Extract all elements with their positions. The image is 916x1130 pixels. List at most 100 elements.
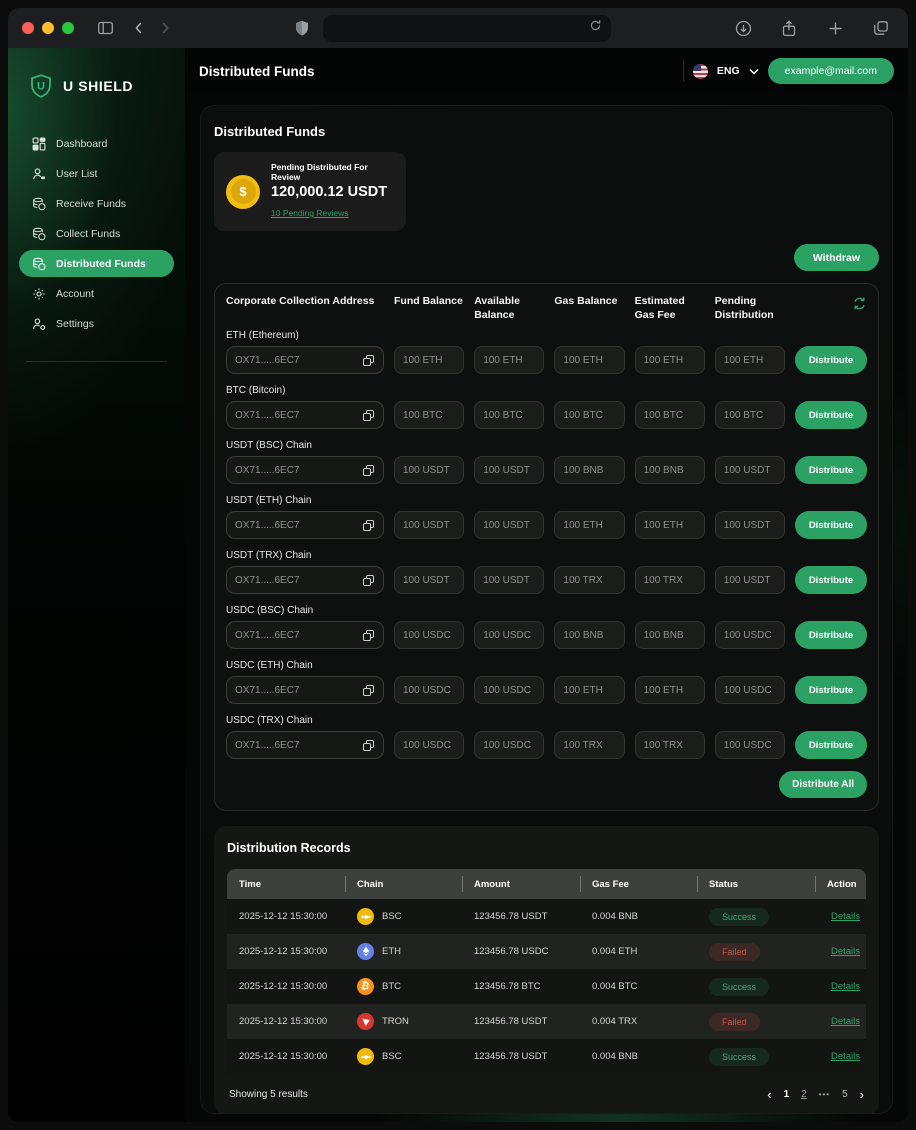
downloads-icon[interactable] <box>730 15 756 41</box>
sidebar-item-dashboard[interactable]: Dashboard <box>19 130 174 157</box>
sidebar-toggle-icon[interactable] <box>92 15 118 41</box>
copy-icon[interactable] <box>362 519 375 532</box>
gas-balance-input[interactable] <box>554 676 625 705</box>
gas-balance-input[interactable] <box>554 731 625 760</box>
available-balance-input[interactable] <box>474 731 545 760</box>
page-5[interactable]: 5 <box>842 1089 848 1101</box>
pending-distribution-input[interactable] <box>714 731 785 760</box>
distribute-button[interactable]: Distribute <box>794 731 867 760</box>
details-link[interactable]: Details <box>830 981 860 993</box>
fund-balance-input[interactable] <box>394 346 465 375</box>
distribute-button[interactable]: Distribute <box>794 566 867 595</box>
distribute-button[interactable]: Distribute <box>794 511 867 540</box>
refresh-icon[interactable] <box>852 296 867 316</box>
address-field[interactable]: OX71.....6EC7 <box>226 346 384 375</box>
sidebar-item-collect-funds[interactable]: Collect Funds <box>19 220 174 247</box>
available-balance-input[interactable] <box>474 566 545 595</box>
estimated-gas-fee-input[interactable] <box>634 401 705 430</box>
fund-balance-input[interactable] <box>394 401 465 430</box>
tab-overview-icon[interactable] <box>868 15 894 41</box>
copy-icon[interactable] <box>362 409 375 422</box>
available-balance-input[interactable] <box>474 676 545 705</box>
distribute-button[interactable]: Distribute <box>794 456 867 485</box>
reload-icon[interactable] <box>589 19 602 37</box>
available-balance-input[interactable] <box>474 346 545 375</box>
address-field[interactable]: OX71.....6EC7 <box>226 621 384 650</box>
available-balance-input[interactable] <box>474 511 545 540</box>
address-field[interactable]: OX71.....6EC7 <box>226 456 384 485</box>
account-email-pill[interactable]: example@mail.com <box>767 58 894 84</box>
details-link[interactable]: Details <box>830 946 860 958</box>
copy-icon[interactable] <box>362 464 375 477</box>
withdraw-button[interactable]: Withdraw <box>793 244 879 271</box>
copy-icon[interactable] <box>362 354 375 367</box>
new-tab-icon[interactable] <box>822 15 848 41</box>
chevron-down-icon[interactable] <box>749 68 759 75</box>
distribute-button[interactable]: Distribute <box>794 401 867 430</box>
pending-reviews-link[interactable]: 10 Pending Reviews <box>271 208 349 218</box>
distribute-button[interactable]: Distribute <box>794 676 867 705</box>
url-bar[interactable] <box>323 14 611 42</box>
page-prev-icon[interactable]: ‹ <box>767 1087 772 1103</box>
fund-balance-input[interactable] <box>394 511 465 540</box>
fund-balance-input[interactable] <box>394 731 465 760</box>
estimated-gas-fee-input[interactable] <box>634 511 705 540</box>
distribute-button[interactable]: Distribute <box>794 346 867 375</box>
available-balance-input[interactable] <box>474 456 545 485</box>
estimated-gas-fee-input[interactable] <box>634 346 705 375</box>
details-link[interactable]: Details <box>830 1016 860 1028</box>
available-balance-input[interactable] <box>474 621 545 650</box>
fund-balance-input[interactable] <box>394 621 465 650</box>
estimated-gas-fee-input[interactable] <box>634 456 705 485</box>
close-window-button[interactable] <box>22 22 34 34</box>
copy-icon[interactable] <box>362 574 375 587</box>
gas-balance-input[interactable] <box>554 346 625 375</box>
details-link[interactable]: Details <box>830 1051 860 1063</box>
fund-balance-input[interactable] <box>394 456 465 485</box>
page-1[interactable]: 1 <box>783 1089 790 1101</box>
sidebar-item-account[interactable]: Account <box>19 280 174 307</box>
sidebar-item-receive-funds[interactable]: Receive Funds <box>19 190 174 217</box>
share-icon[interactable] <box>776 15 802 41</box>
language-label[interactable]: ENG <box>716 65 740 77</box>
estimated-gas-fee-input[interactable] <box>634 566 705 595</box>
copy-icon[interactable] <box>362 739 375 752</box>
address-field[interactable]: OX71.....6EC7 <box>226 511 384 540</box>
page-next-icon[interactable]: › <box>859 1087 864 1103</box>
pending-distribution-input[interactable] <box>714 566 785 595</box>
address-field[interactable]: OX71.....6EC7 <box>226 566 384 595</box>
fund-balance-input[interactable] <box>394 566 465 595</box>
gas-balance-input[interactable] <box>554 401 625 430</box>
address-field[interactable]: OX71.....6EC7 <box>226 401 384 430</box>
copy-icon[interactable] <box>362 684 375 697</box>
distribute-all-button[interactable]: Distribute All <box>779 771 867 799</box>
sidebar-item-settings[interactable]: Settings <box>19 310 174 337</box>
address-field[interactable]: OX71.....6EC7 <box>226 676 384 705</box>
pending-distribution-input[interactable] <box>714 401 785 430</box>
details-link[interactable]: Details <box>830 911 860 923</box>
copy-icon[interactable] <box>362 629 375 642</box>
fund-balance-input[interactable] <box>394 676 465 705</box>
estimated-gas-fee-input[interactable] <box>634 676 705 705</box>
back-icon[interactable] <box>126 15 152 41</box>
pending-distribution-input[interactable] <box>714 621 785 650</box>
sidebar-item-distributed-funds[interactable]: Distributed Funds <box>19 250 174 277</box>
zoom-window-button[interactable] <box>62 22 74 34</box>
forward-icon[interactable] <box>152 15 178 41</box>
sidebar-item-user-list[interactable]: User List <box>19 160 174 187</box>
estimated-gas-fee-input[interactable] <box>634 731 705 760</box>
estimated-gas-fee-input[interactable] <box>634 621 705 650</box>
minimize-window-button[interactable] <box>42 22 54 34</box>
distribute-button[interactable]: Distribute <box>794 621 867 650</box>
pending-distribution-input[interactable] <box>714 456 785 485</box>
gas-balance-input[interactable] <box>554 456 625 485</box>
pending-distribution-input[interactable] <box>714 511 785 540</box>
page-2[interactable]: 2 <box>801 1089 807 1101</box>
available-balance-input[interactable] <box>474 401 545 430</box>
address-field[interactable]: OX71.....6EC7 <box>226 731 384 760</box>
gas-balance-input[interactable] <box>554 511 625 540</box>
gas-balance-input[interactable] <box>554 621 625 650</box>
gas-balance-input[interactable] <box>554 566 625 595</box>
pending-distribution-input[interactable] <box>714 676 785 705</box>
pending-distribution-input[interactable] <box>714 346 785 375</box>
